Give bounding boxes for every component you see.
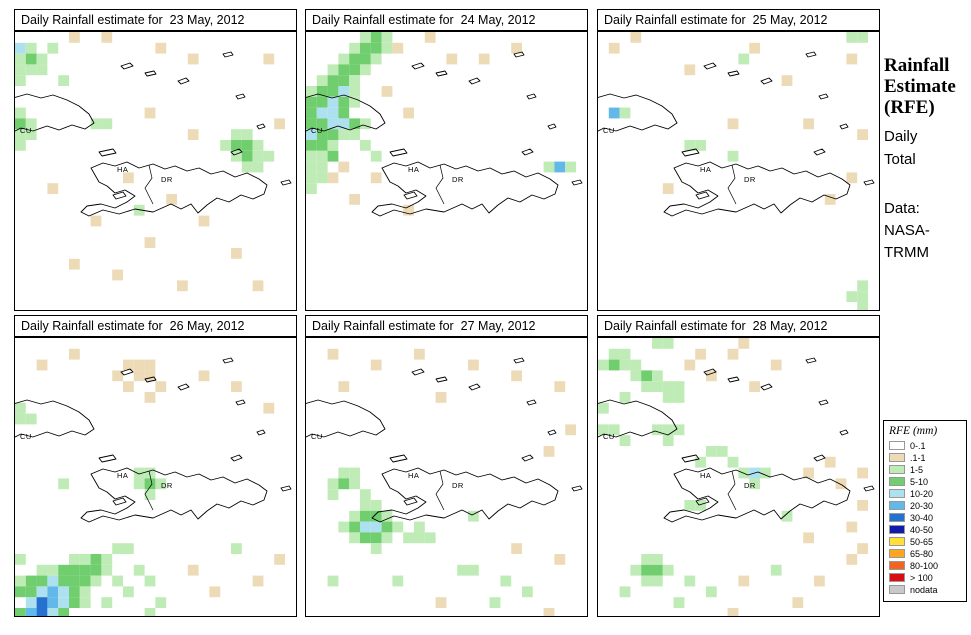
legend-entry: 1-5: [889, 464, 962, 475]
legend-swatch: [889, 537, 905, 546]
panel-title: Daily Rainfall estimate for 24 May, 2012: [305, 9, 588, 31]
rainfall-map: [598, 338, 875, 616]
legend-entry: 0-.1: [889, 440, 962, 451]
legend-entry: > 100: [889, 572, 962, 583]
panel-title: Daily Rainfall estimate for 28 May, 2012: [597, 315, 880, 337]
legend-swatch: [889, 441, 905, 450]
legend-swatch: [889, 573, 905, 582]
panel-map: [597, 337, 880, 617]
legend-label: 1-5: [910, 464, 924, 475]
panel-map: [14, 337, 297, 617]
rain-cells: [608, 32, 868, 310]
legend-entry: 20-30: [889, 500, 962, 511]
panel-title: Daily Rainfall estimate for 23 May, 2012: [14, 9, 297, 31]
rainfall-map: [306, 32, 583, 217]
panel-map: [305, 337, 588, 617]
legend-label: 50-65: [910, 536, 934, 547]
rain-cells: [306, 32, 576, 216]
legend-label: 30-40: [910, 512, 934, 523]
panel-title: Daily Rainfall estimate for 25 May, 2012: [597, 9, 880, 31]
rain-cells: [327, 348, 576, 616]
panel-28-may: Daily Rainfall estimate for 28 May, 2012: [597, 315, 880, 617]
legend-entries: 0-.1.1-1 1-5 5-10 10-20 20-30 30-40 40-50 50-65…: [889, 440, 962, 595]
product-title-line: Estimate: [884, 76, 956, 97]
legend-label: 10-20: [910, 488, 934, 499]
rainfall-map: [15, 32, 292, 292]
legend-label: 40-50: [910, 524, 934, 535]
legend-entry: .1-1: [889, 452, 962, 463]
legend-swatch: [889, 513, 905, 522]
panel-map: [14, 31, 297, 311]
legend-label: 5-10: [910, 476, 929, 487]
rainfall-map: [306, 348, 583, 616]
legend-swatch: [889, 453, 905, 462]
coastline: [598, 51, 875, 217]
legend-swatch: [889, 549, 905, 558]
panel-title: Daily Rainfall estimate for 27 May, 2012: [305, 315, 588, 337]
rainfall-map: [598, 32, 875, 310]
product-title-line: Rainfall: [884, 55, 950, 76]
legend-entry: 10-20: [889, 488, 962, 499]
legend-entry: 50-65: [889, 536, 962, 547]
coastline: [598, 357, 875, 523]
legend-title: RFE (mm): [889, 425, 938, 437]
legend-label: .1-1: [910, 452, 926, 463]
rainfall-map: [15, 348, 292, 616]
data-source-line: NASA-: [884, 222, 930, 239]
panel-26-may: Daily Rainfall estimate for 26 May, 2012: [14, 315, 297, 617]
legend-entry: 80-100: [889, 560, 962, 571]
panel-27-may: Daily Rainfall estimate for 27 May, 2012: [305, 315, 588, 617]
legend-swatch: [889, 489, 905, 498]
panel-title: Daily Rainfall estimate for 26 May, 2012: [14, 315, 297, 337]
legend-entry: 40-50: [889, 524, 962, 535]
legend-label: 0-.1: [910, 440, 926, 451]
legend-label: 65-80: [910, 548, 934, 559]
rain-cells: [15, 32, 285, 292]
data-source: Data: NASA- TRMM: [884, 198, 930, 264]
legend-entry: 65-80: [889, 548, 962, 559]
data-source-line: TRMM: [884, 244, 929, 261]
legend-swatch: [889, 585, 905, 594]
legend-swatch: [889, 501, 905, 510]
product-title-line: (RFE): [884, 97, 935, 118]
product-subtitle: Daily Total: [884, 125, 917, 171]
legend-swatch: [889, 465, 905, 474]
rain-cells: [15, 348, 285, 616]
subtitle-line: Total: [884, 151, 916, 168]
legend-swatch: [889, 561, 905, 570]
legend-entry: nodata: [889, 584, 962, 595]
data-source-label: Data:: [884, 200, 920, 217]
panel-25-may: Daily Rainfall estimate for 25 May, 2012: [597, 9, 880, 311]
product-title: Rainfall Estimate (RFE): [884, 55, 956, 118]
legend-label: nodata: [910, 584, 938, 595]
panel-map: [597, 31, 880, 311]
panel-map: [305, 31, 588, 311]
legend-label: 20-30: [910, 500, 934, 511]
legend-swatch: [889, 525, 905, 534]
legend-entry: 30-40: [889, 512, 962, 523]
legend-box: RFE (mm) 0-.1.1-1 1-5 5-10 10-20 20-30 30-40 4…: [883, 420, 967, 602]
subtitle-line: Daily: [884, 128, 918, 145]
panel-23-may: Daily Rainfall estimate for 23 May, 2012: [14, 9, 297, 311]
legend-swatch: [889, 477, 905, 486]
legend-label: > 100: [910, 572, 933, 583]
rain-cells: [598, 338, 868, 616]
legend-label: 80-100: [910, 560, 939, 571]
panel-24-may: Daily Rainfall estimate for 24 May, 2012: [305, 9, 588, 311]
legend-entry: 5-10: [889, 476, 962, 487]
